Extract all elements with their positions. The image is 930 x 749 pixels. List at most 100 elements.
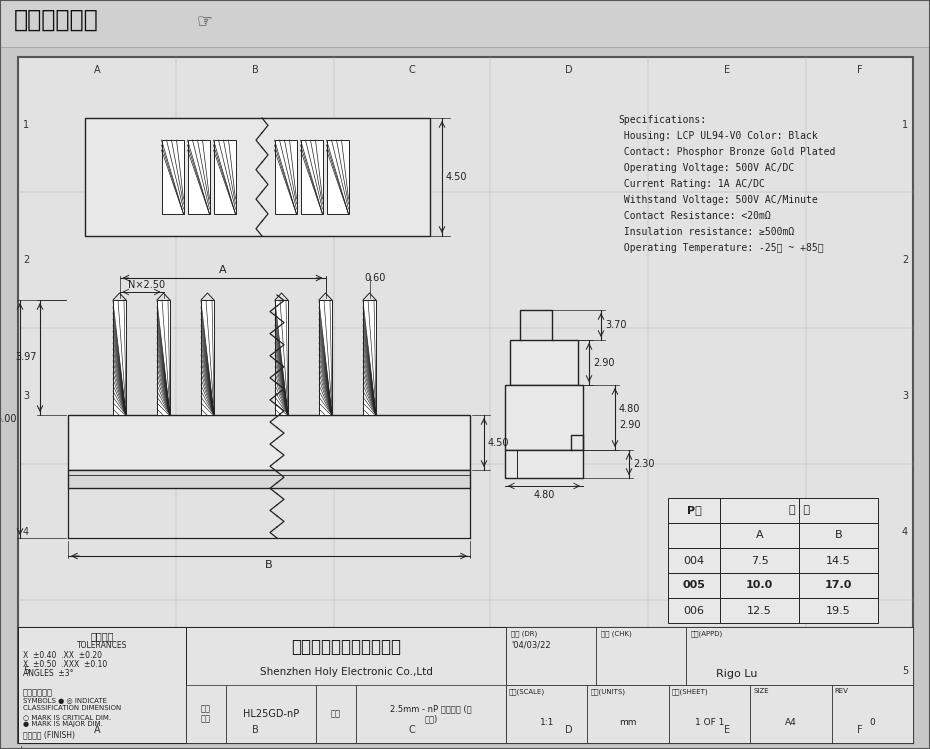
Text: B: B	[252, 725, 259, 735]
Bar	[720, 523, 799, 548]
Text: 核准(APPD): 核准(APPD)	[691, 630, 724, 637]
Bar	[751, 685, 831, 743]
Text: 14.5: 14.5	[826, 556, 851, 565]
Text: 1: 1	[23, 120, 29, 130]
Text: 004: 004	[684, 556, 705, 565]
Text: 4.80: 4.80	[619, 404, 641, 414]
Text: Shenzhen Holy Electronic Co.,Ltd: Shenzhen Holy Electronic Co.,Ltd	[259, 667, 432, 677]
Text: A: A	[94, 725, 100, 735]
Bar	[668, 523, 720, 548]
Text: A: A	[219, 265, 226, 275]
Text: E: E	[724, 725, 730, 735]
Bar	[510, 340, 578, 385]
Text: 单位(UNITS): 单位(UNITS)	[591, 688, 625, 694]
Text: C: C	[408, 725, 416, 735]
Bar	[326, 140, 349, 214]
Bar	[18, 627, 913, 743]
Text: 在线图纸下载: 在线图纸下载	[14, 8, 99, 32]
Text: 2.90: 2.90	[593, 357, 615, 368]
Bar	[596, 627, 686, 685]
Text: ● MARK IS MAJOR DIM.: ● MARK IS MAJOR DIM.	[23, 721, 103, 727]
Text: 3.97: 3.97	[16, 353, 37, 363]
Text: X  ±0.50  .XXX  ±0.10: X ±0.50 .XXX ±0.10	[23, 660, 107, 669]
Text: Withstand Voltage: 500V AC/Minute: Withstand Voltage: 500V AC/Minute	[618, 195, 817, 205]
Text: HL25GD-nP: HL25GD-nP	[243, 709, 299, 719]
Text: Housing: LCP UL94-V0 Color: Black: Housing: LCP UL94-V0 Color: Black	[618, 131, 817, 141]
Text: B: B	[265, 560, 272, 570]
Bar	[316, 685, 356, 743]
Bar	[201, 300, 214, 415]
Bar	[363, 300, 376, 415]
Bar	[275, 300, 288, 415]
Bar	[799, 498, 878, 523]
Bar	[505, 385, 583, 450]
Text: 工程
图号: 工程 图号	[201, 704, 211, 724]
Text: Operating Voltage: 500V AC/DC: Operating Voltage: 500V AC/DC	[618, 163, 794, 173]
Text: 3: 3	[23, 391, 29, 401]
Text: Insulation resistance: ≥500mΩ: Insulation resistance: ≥500mΩ	[618, 227, 794, 237]
Bar	[720, 548, 799, 573]
Text: 检验尺寸标示: 检验尺寸标示	[23, 688, 53, 697]
Bar	[686, 627, 913, 685]
Bar	[186, 685, 226, 743]
Bar	[186, 627, 506, 743]
Text: '04/03/22: '04/03/22	[511, 640, 551, 649]
Text: 5: 5	[902, 667, 908, 676]
Bar	[157, 300, 170, 415]
Text: F: F	[857, 65, 862, 75]
Text: 1 OF 1: 1 OF 1	[695, 718, 724, 727]
Text: 19.5: 19.5	[826, 605, 851, 616]
Text: A: A	[94, 65, 100, 75]
Text: ANGLES  ±3°: ANGLES ±3°	[23, 669, 73, 678]
Text: ○ MARK IS CRITICAL DIM.: ○ MARK IS CRITICAL DIM.	[23, 714, 111, 720]
Text: 深圳市宏利电子有限公司: 深圳市宏利电子有限公司	[291, 638, 401, 656]
Text: 制图 (DR): 制图 (DR)	[511, 630, 538, 637]
Text: 表面处理 (FINISH): 表面处理 (FINISH)	[23, 730, 75, 739]
Text: 3.70: 3.70	[605, 320, 627, 330]
Bar	[720, 498, 799, 523]
Text: 5.00: 5.00	[0, 414, 17, 424]
Text: 5: 5	[23, 667, 29, 676]
Bar	[506, 627, 596, 685]
Bar	[505, 450, 583, 478]
Bar	[188, 140, 209, 214]
Text: X  ±0.40  .XX  ±0.20: X ±0.40 .XX ±0.20	[23, 651, 102, 660]
Bar	[668, 598, 720, 623]
Bar	[799, 523, 878, 548]
Bar	[85, 118, 430, 236]
Bar	[831, 685, 913, 743]
Text: 4.50: 4.50	[446, 172, 468, 182]
Text: 0.60: 0.60	[365, 273, 386, 283]
Text: C: C	[408, 65, 416, 75]
Text: 1:1: 1:1	[539, 718, 554, 727]
Bar	[720, 573, 799, 598]
Bar	[668, 498, 720, 523]
Text: Rigo Lu: Rigo Lu	[716, 669, 757, 679]
Text: 12.5: 12.5	[747, 605, 772, 616]
Bar	[226, 685, 316, 743]
Text: REV: REV	[834, 688, 848, 694]
Bar	[300, 140, 323, 214]
Text: 17.0: 17.0	[825, 580, 852, 590]
Text: 1: 1	[902, 120, 908, 130]
Bar	[669, 685, 751, 743]
Bar	[799, 548, 878, 573]
Text: Operating Temperature: -25℃ ~ +85℃: Operating Temperature: -25℃ ~ +85℃	[618, 243, 824, 253]
Bar	[588, 685, 669, 743]
Text: 006: 006	[684, 605, 705, 616]
Text: D: D	[565, 725, 573, 735]
Text: 2.5mm - nP 镖金公座 (大
胶芯): 2.5mm - nP 镖金公座 (大 胶芯)	[391, 704, 472, 724]
Text: 2.90: 2.90	[619, 420, 641, 431]
Bar	[0, 0, 930, 47]
Text: 审核 (CHK): 审核 (CHK)	[601, 630, 631, 637]
Bar	[274, 140, 297, 214]
Text: SYMBOLS ● ◎ INDICATE: SYMBOLS ● ◎ INDICATE	[23, 698, 107, 704]
Text: E: E	[724, 65, 730, 75]
Bar	[214, 140, 235, 214]
Bar	[668, 548, 720, 573]
Text: Current Rating: 1A AC/DC: Current Rating: 1A AC/DC	[618, 179, 764, 189]
Bar	[356, 685, 506, 743]
Bar	[799, 598, 878, 623]
Text: 尺  寸: 尺 寸	[789, 506, 809, 515]
Text: 张数(SHEET): 张数(SHEET)	[671, 688, 709, 694]
